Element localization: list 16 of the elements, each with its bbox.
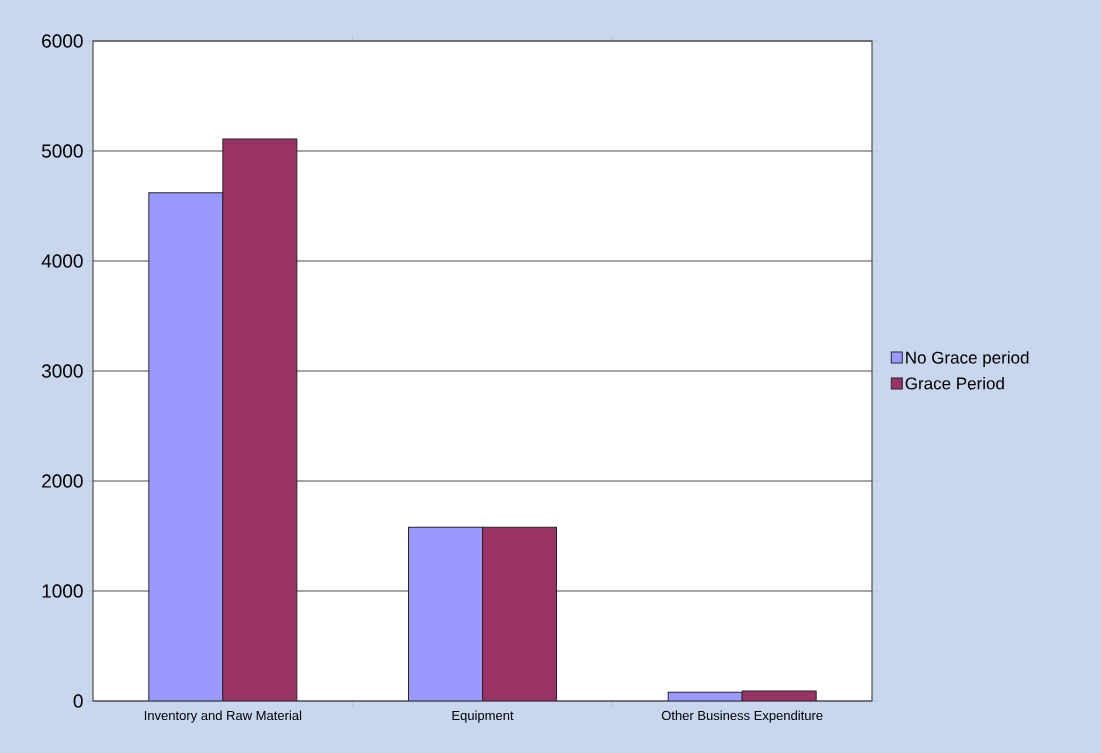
y-tick-label: 4000: [41, 254, 83, 268]
y-tick-label: 6000: [42, 34, 83, 48]
legend-label: No Grace period: [906, 351, 1029, 368]
x-tick-label: Other Business Expenditure: [661, 710, 823, 723]
bar: [408, 526, 483, 701]
y-tick-label: 0: [73, 694, 83, 708]
x-tick-label: Equipment: [452, 710, 514, 723]
bar: [222, 138, 298, 701]
y-tick-label: 2000: [42, 474, 83, 488]
bar: [148, 192, 224, 701]
bar: [482, 526, 558, 701]
y-tick-label: 3000: [41, 364, 83, 378]
y-tick-label: 1000: [42, 584, 83, 598]
y-tick-label: 5000: [41, 144, 83, 158]
legend-label: Grace Period: [905, 377, 1004, 390]
x-tick-label: Inventory and Raw Material: [144, 710, 302, 723]
